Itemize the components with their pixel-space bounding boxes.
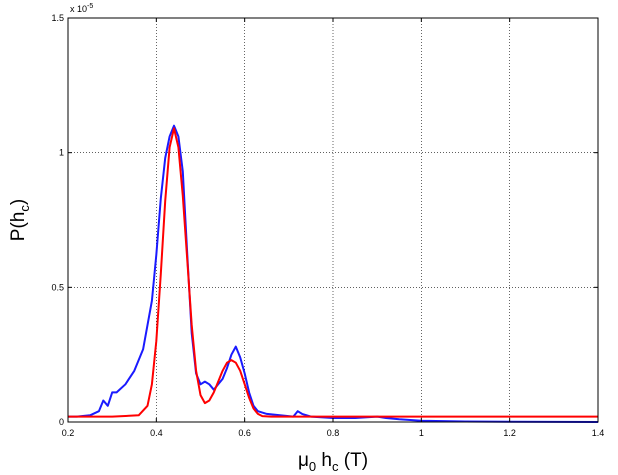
- x-tick-label: 0.2: [62, 428, 75, 438]
- x-label-h: h: [316, 450, 332, 471]
- series-line-red: [68, 127, 598, 418]
- y-label-sub: c: [17, 205, 32, 212]
- x-tick-label: 1.4: [592, 428, 605, 438]
- x-tick-label: 1.2: [503, 428, 516, 438]
- y-label-close: ): [8, 199, 29, 205]
- ticks: 0.2 0.4 0.6 0.8 1 1.2 1.4 0 0.5 1 1.5: [51, 13, 604, 438]
- y-multiplier-base: x 10: [70, 4, 87, 14]
- y-tick-label: 0: [59, 417, 64, 427]
- y-multiplier-exponent: -5: [87, 3, 93, 10]
- x-tick-label: 1: [419, 428, 424, 438]
- x-axis-label: μ0 hc (T): [298, 450, 368, 474]
- y-tick-label: 1: [59, 148, 64, 158]
- y-axis-multiplier: x 10-5: [70, 3, 93, 14]
- x-tick-label: 0.8: [327, 428, 340, 438]
- x-tick-label: 0.6: [238, 428, 251, 438]
- x-label-h-sub: c: [332, 459, 339, 474]
- y-axis-label: P(hc): [8, 199, 32, 241]
- y-label-p: P(h: [8, 212, 29, 242]
- x-tick-label: 0.4: [150, 428, 163, 438]
- x-label-mu: μ: [298, 450, 309, 471]
- x-label-unit: (T): [339, 450, 369, 471]
- y-tick-label: 0.5: [51, 282, 64, 292]
- grid: [68, 18, 598, 422]
- x-label-mu-sub: 0: [309, 459, 316, 474]
- y-tick-label: 1.5: [51, 13, 64, 23]
- series-layer: [68, 124, 599, 423]
